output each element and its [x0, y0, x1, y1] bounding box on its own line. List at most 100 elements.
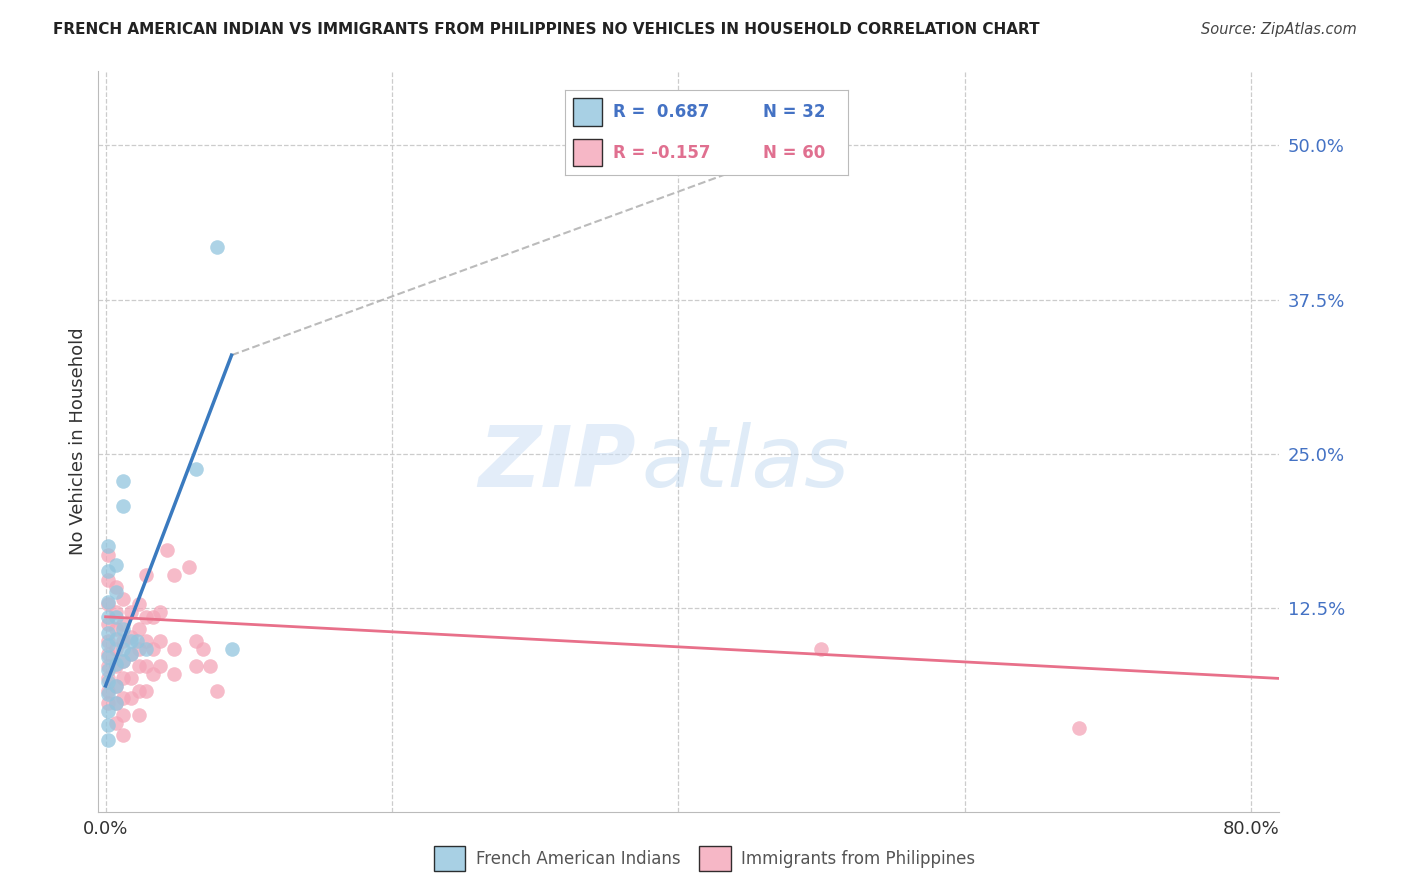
Point	[163, 641, 186, 656]
Point	[184, 634, 207, 648]
Point	[198, 659, 221, 673]
Point	[104, 605, 127, 619]
Point	[104, 632, 127, 646]
Point	[104, 622, 127, 636]
Point	[184, 461, 207, 475]
Point	[97, 696, 120, 710]
Point	[135, 683, 157, 698]
Point	[111, 634, 134, 648]
Point	[97, 733, 120, 747]
Point	[104, 558, 127, 572]
Text: French American Indians: French American Indians	[475, 849, 681, 868]
Point	[128, 598, 150, 612]
Point	[97, 564, 120, 578]
Point	[120, 630, 142, 644]
Point	[104, 657, 127, 671]
Y-axis label: No Vehicles in Household: No Vehicles in Household	[69, 327, 87, 556]
Point	[149, 605, 172, 619]
Point	[97, 704, 120, 718]
Point	[142, 666, 165, 681]
Point	[97, 625, 120, 640]
Point	[97, 634, 120, 648]
Text: R =  0.687: R = 0.687	[613, 103, 710, 121]
Point	[120, 691, 142, 706]
Text: Source: ZipAtlas.com: Source: ZipAtlas.com	[1201, 22, 1357, 37]
Point	[142, 641, 165, 656]
Point	[111, 592, 134, 607]
Point	[111, 617, 134, 632]
Point	[97, 609, 120, 624]
FancyBboxPatch shape	[699, 847, 731, 871]
Point	[111, 691, 134, 706]
Point	[97, 659, 120, 673]
Point	[184, 659, 207, 673]
Point	[120, 647, 142, 661]
Point	[97, 718, 120, 732]
Point	[104, 659, 127, 673]
Point	[163, 567, 186, 582]
Point	[156, 543, 179, 558]
Point	[135, 634, 157, 648]
Point	[111, 499, 134, 513]
Point	[207, 239, 229, 253]
Point	[120, 672, 142, 686]
Point	[191, 641, 214, 656]
Point	[111, 728, 134, 742]
Point	[97, 683, 120, 698]
FancyBboxPatch shape	[434, 847, 465, 871]
Text: Immigrants from Philippines: Immigrants from Philippines	[741, 849, 974, 868]
Point	[97, 672, 120, 686]
Point	[149, 659, 172, 673]
Point	[111, 641, 134, 656]
Point	[207, 683, 229, 698]
Point	[104, 715, 127, 730]
Point	[221, 641, 243, 656]
Point	[97, 573, 120, 587]
Text: R = -0.157: R = -0.157	[613, 144, 710, 161]
Point	[97, 647, 120, 661]
Point	[104, 580, 127, 594]
Point	[128, 659, 150, 673]
Point	[120, 647, 142, 661]
FancyBboxPatch shape	[574, 139, 602, 167]
Text: N = 60: N = 60	[763, 144, 825, 161]
Point	[97, 638, 120, 652]
Point	[104, 679, 127, 693]
Point	[97, 650, 120, 665]
Point	[97, 688, 120, 702]
Point	[111, 708, 134, 723]
Point	[125, 634, 148, 648]
Point	[111, 654, 134, 668]
Point	[104, 696, 127, 710]
Point	[135, 641, 157, 656]
Point	[135, 567, 157, 582]
Point	[149, 634, 172, 648]
Point	[128, 683, 150, 698]
Point	[128, 708, 150, 723]
Point	[135, 609, 157, 624]
Point	[97, 598, 120, 612]
Point	[111, 622, 134, 636]
Point	[128, 622, 150, 636]
Point	[97, 548, 120, 562]
Point	[810, 641, 832, 656]
Point	[111, 474, 134, 488]
Text: atlas: atlas	[641, 422, 849, 505]
Point	[177, 560, 200, 574]
Point	[97, 617, 120, 632]
FancyBboxPatch shape	[574, 98, 602, 126]
Point	[104, 585, 127, 599]
Point	[1067, 721, 1090, 735]
Point	[163, 666, 186, 681]
Point	[111, 654, 134, 668]
Text: FRENCH AMERICAN INDIAN VS IMMIGRANTS FROM PHILIPPINES NO VEHICLES IN HOUSEHOLD C: FRENCH AMERICAN INDIAN VS IMMIGRANTS FRO…	[53, 22, 1040, 37]
Point	[104, 679, 127, 693]
Point	[104, 609, 127, 624]
Point	[97, 663, 120, 677]
Point	[97, 540, 120, 554]
Text: ZIP: ZIP	[478, 422, 636, 505]
Point	[135, 659, 157, 673]
Point	[142, 609, 165, 624]
Point	[111, 672, 134, 686]
Point	[128, 641, 150, 656]
